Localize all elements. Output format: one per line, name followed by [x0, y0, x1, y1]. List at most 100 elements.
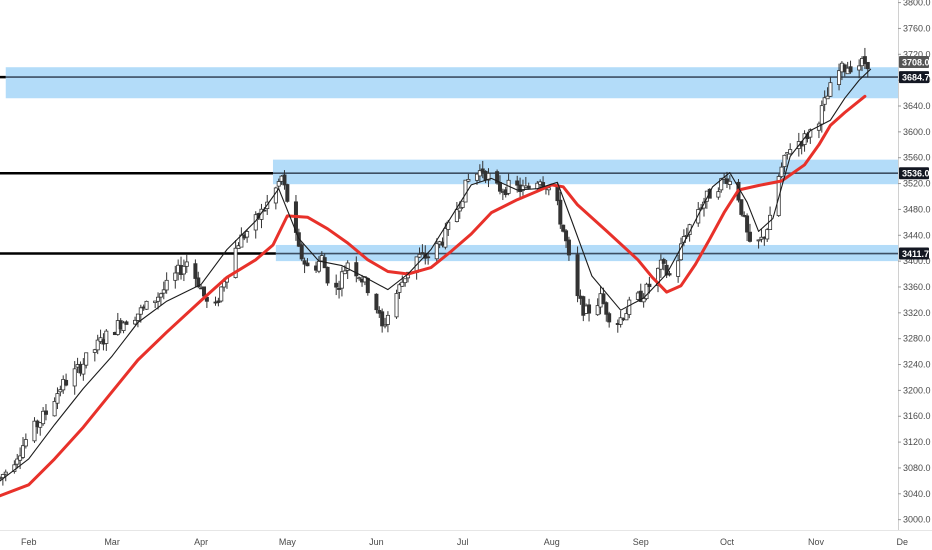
candle-body-down	[216, 300, 221, 303]
candle	[181, 259, 186, 282]
candle-body-up	[756, 239, 761, 242]
candle-body-down	[604, 302, 609, 315]
y-tick-label: 3080.0	[903, 463, 931, 473]
candle-body-down	[43, 410, 48, 415]
candle-body-down	[541, 182, 546, 187]
candle-body-down	[296, 232, 301, 247]
candle	[302, 257, 307, 274]
candle	[701, 197, 706, 217]
candle-body-down	[739, 199, 744, 215]
candle-body-up	[837, 70, 842, 85]
candle	[156, 292, 161, 310]
candle	[161, 281, 166, 300]
price-tag-label[interactable]: 3708.0	[902, 58, 930, 68]
candle-body-up	[156, 296, 161, 302]
candle	[380, 308, 385, 333]
candle-body-up	[403, 278, 408, 284]
candle-body-up	[135, 313, 140, 321]
candle-body-up	[104, 330, 109, 344]
candle-body-up	[400, 281, 405, 287]
candle	[788, 143, 793, 155]
y-tick-label: 3040.0	[903, 489, 931, 499]
candle-body-up	[32, 420, 37, 442]
candle-body-up	[701, 201, 706, 209]
candle	[84, 352, 89, 369]
candle-body-up	[454, 209, 459, 222]
candle	[477, 164, 482, 183]
y-tick-label: 3400.0	[903, 256, 931, 266]
y-tick-label: 3760.0	[903, 23, 931, 33]
candle	[0, 473, 5, 486]
candle-body-up	[679, 243, 684, 261]
x-tick-label: De	[896, 537, 908, 547]
price-tag-label[interactable]: 3411.7	[902, 249, 929, 259]
candle	[276, 178, 281, 190]
candle	[95, 334, 100, 355]
x-tick-label: Jul	[457, 537, 469, 547]
price-tags[interactable]: 3708.0 3684.7 3536.0 3411.7	[899, 56, 930, 260]
candle	[121, 320, 126, 334]
candle	[747, 223, 752, 243]
candle-body-up	[779, 166, 784, 177]
candle	[661, 257, 666, 271]
candle	[135, 313, 140, 328]
candle-body-down	[555, 186, 560, 202]
candle-body-up	[417, 253, 422, 258]
y-tick-label: 3560.0	[903, 153, 931, 163]
candle	[745, 213, 750, 242]
candle-body-down	[196, 277, 201, 288]
candle-body-down	[561, 224, 566, 232]
candle-body-up	[41, 410, 46, 425]
candle	[3, 469, 8, 482]
price-zone	[5, 67, 899, 99]
candle	[837, 63, 842, 91]
candle-body-up	[181, 265, 186, 275]
candle	[566, 236, 571, 261]
candle-body-up	[357, 277, 362, 280]
candle-body-up	[457, 207, 462, 212]
candle	[184, 253, 189, 273]
y-tick-label: 3440.0	[903, 230, 931, 240]
candle-body-up	[316, 260, 321, 272]
candle	[756, 239, 761, 249]
candle-body-up	[138, 307, 143, 315]
y-tick-label: 3160.0	[903, 411, 931, 421]
candle	[414, 256, 419, 280]
y-tick-label: 3000.0	[903, 515, 931, 525]
candle-body-down	[282, 174, 287, 186]
price-tag-label[interactable]: 3536.0	[902, 169, 930, 179]
y-tick-label: 3640.0	[903, 101, 931, 111]
candle	[403, 278, 408, 287]
candle	[193, 259, 198, 288]
candle-body-down	[745, 215, 750, 233]
candle-body-up	[788, 149, 793, 155]
candle	[400, 275, 405, 287]
candle-body-down	[305, 262, 310, 267]
candle-body-down	[601, 293, 606, 304]
price-tag-background	[899, 247, 929, 260]
candle-body-up	[52, 401, 57, 417]
candle	[779, 162, 784, 179]
candle	[604, 301, 609, 322]
candle	[133, 316, 138, 325]
candle-body-down	[848, 66, 853, 73]
candle-body-up	[520, 185, 525, 191]
candle	[624, 308, 629, 321]
candle-body-up	[23, 439, 28, 447]
x-tick-label: Oct	[720, 537, 735, 547]
candle	[417, 247, 422, 258]
candle	[104, 329, 109, 351]
candle-body-up	[716, 191, 721, 198]
price-tag-label[interactable]: 3684.7	[902, 73, 930, 83]
candle	[52, 397, 57, 417]
price-tag-background	[899, 167, 929, 180]
candle-body-up	[153, 300, 158, 303]
candle-body-down	[862, 56, 867, 65]
candle	[558, 191, 563, 229]
candle	[64, 373, 69, 387]
candle	[305, 258, 310, 267]
candle	[587, 298, 592, 322]
candle	[20, 437, 25, 460]
candle-body-up	[161, 289, 166, 294]
candle-body-up	[72, 368, 77, 387]
